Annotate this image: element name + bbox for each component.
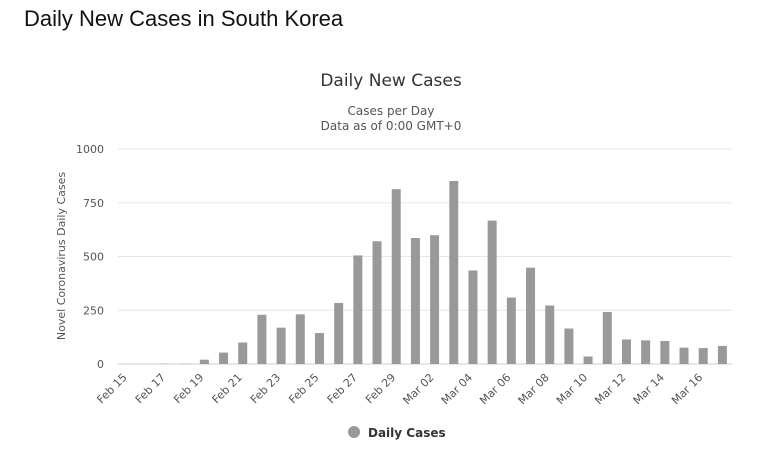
bar[interactable] [621, 339, 631, 364]
x-tick-label: Mar 10 [554, 371, 590, 407]
x-tick-label: Mar 12 [592, 371, 628, 407]
x-axis-ticks: Feb 15 Feb 17 Feb 19 Feb 21 Feb 23 Feb 25 Feb … [94, 371, 705, 407]
x-tick-label: Mar 04 [439, 371, 475, 407]
y-tick-label: 0 [97, 358, 104, 371]
bar[interactable] [314, 333, 324, 364]
x-tick-label: Feb 17 [133, 371, 168, 406]
bar[interactable] [276, 327, 286, 364]
x-tick-label: Mar 02 [400, 371, 436, 407]
bar[interactable] [698, 348, 708, 364]
bar[interactable] [199, 359, 209, 364]
bar[interactable] [257, 314, 267, 364]
y-tick-label: 750 [83, 197, 104, 210]
bar[interactable] [391, 189, 401, 364]
x-tick-label: Feb 25 [286, 371, 321, 406]
bar[interactable] [468, 270, 478, 364]
y-axis-title: Novel Coronavirus Daily Cases [55, 172, 68, 340]
x-tick-label: Mar 08 [516, 371, 552, 407]
bar[interactable] [641, 340, 651, 364]
chart-subtitle-line-2: Data as of 0:00 GMT+0 [321, 119, 462, 133]
bar[interactable] [717, 345, 727, 364]
grid-lines [118, 148, 732, 365]
bar[interactable] [487, 220, 497, 364]
y-tick-label: 250 [83, 304, 104, 317]
bar[interactable] [430, 235, 440, 364]
y-tick-label: 500 [83, 251, 104, 264]
x-tick-label: Feb 23 [248, 371, 283, 406]
chart-subtitle-line-1: Cases per Day [348, 104, 435, 118]
bar[interactable] [564, 328, 574, 364]
bar[interactable] [372, 241, 382, 364]
x-tick-label: Feb 27 [325, 371, 360, 406]
x-tick-label: Feb 29 [363, 371, 398, 406]
y-tick-label: 1000 [76, 143, 104, 156]
chart-title: Daily New Cases [320, 71, 462, 91]
bar[interactable] [410, 238, 420, 364]
bar[interactable] [334, 302, 344, 364]
bar[interactable] [660, 340, 670, 364]
bar[interactable] [583, 356, 593, 364]
legend-marker [348, 426, 360, 438]
bar[interactable] [526, 267, 536, 364]
y-axis-ticks: 0 250 500 750 1000 [76, 143, 104, 371]
bar[interactable] [602, 311, 612, 364]
x-tick-label: Mar 06 [477, 371, 513, 407]
bar[interactable] [238, 342, 248, 365]
bar[interactable] [353, 255, 363, 364]
bar[interactable] [506, 297, 516, 364]
bar[interactable] [295, 314, 305, 364]
bar[interactable] [545, 305, 555, 364]
x-tick-label: Mar 14 [631, 371, 667, 407]
legend[interactable]: Daily Cases [348, 426, 446, 440]
x-tick-label: Mar 16 [669, 371, 705, 407]
bars [161, 181, 727, 365]
bar[interactable] [219, 352, 229, 364]
x-tick-label: Feb 15 [94, 371, 129, 406]
bar[interactable] [449, 181, 459, 364]
legend-label: Daily Cases [368, 426, 446, 440]
x-tick-label: Feb 21 [209, 371, 244, 406]
x-tick-label: Feb 19 [171, 371, 206, 406]
page-title: Daily New Cases in South Korea [24, 6, 344, 31]
bar[interactable] [679, 347, 689, 364]
